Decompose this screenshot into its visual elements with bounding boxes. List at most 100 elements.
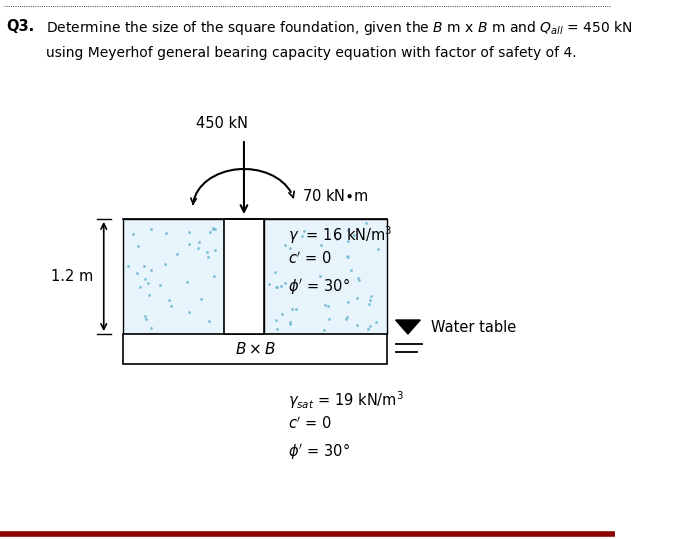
Point [263,279,274,288]
Point [366,292,377,301]
Point [184,240,195,248]
Point [132,242,144,251]
Point [128,230,139,238]
Point [269,267,280,276]
Point [204,228,216,237]
Point [139,311,150,320]
Point [332,234,343,243]
Point [340,315,351,324]
Point [349,231,360,239]
Point [351,321,363,330]
Text: $c'$ = 0: $c'$ = 0 [288,250,332,267]
Text: $\phi'$ = 30°: $\phi'$ = 30° [288,276,351,296]
Point [139,275,150,284]
Point [164,295,175,304]
Point [341,313,352,321]
Point [318,326,329,334]
Text: $\phi'$ = 30°: $\phi'$ = 30° [288,441,351,461]
FancyBboxPatch shape [123,219,224,334]
Point [145,323,156,332]
Point [372,245,384,254]
Bar [123,334,387,364]
Point [323,315,335,324]
Point [284,320,295,328]
Point [271,282,282,291]
Point [209,272,220,281]
Point [203,317,214,326]
Point [144,291,155,300]
Text: $c'$ = 0: $c'$ = 0 [288,415,332,432]
Point [146,225,157,233]
Point [194,238,205,247]
Point [139,261,150,270]
Point [195,294,206,303]
Point [209,246,220,255]
Point [276,309,288,318]
Point [342,226,353,234]
Text: using Meyerhof general bearing capacity equation with factor of safety of 4.: using Meyerhof general bearing capacity … [46,46,576,60]
Text: 70 kN$\bullet$m: 70 kN$\bullet$m [302,188,369,204]
Point [132,268,143,277]
Point [146,266,157,274]
Point [290,305,301,314]
Text: $\gamma$  = 16 kN/m$^3$: $\gamma$ = 16 kN/m$^3$ [288,224,393,246]
Point [342,237,354,246]
Point [364,296,375,305]
Point [315,272,326,280]
Point [193,244,204,253]
Point [298,227,309,236]
Point [172,250,183,258]
Point [207,224,218,233]
Point [270,316,281,324]
Point [354,275,365,284]
Text: Q3.: Q3. [6,19,34,34]
Point [362,325,373,334]
Point [370,318,382,327]
Text: Water table: Water table [430,320,516,335]
Point [122,261,133,270]
Point [209,225,220,233]
Point [182,278,193,286]
Text: 1.2 m: 1.2 m [51,269,93,284]
Point [345,265,356,274]
Point [142,279,153,288]
Polygon shape [395,320,420,334]
Point [272,324,283,333]
Point [280,279,291,288]
Point [286,305,297,313]
Text: $\gamma_{sat}$ = 19 kN/m$^3$: $\gamma_{sat}$ = 19 kN/m$^3$ [288,389,405,411]
Point [134,282,146,291]
Text: 450 kN: 450 kN [195,116,248,131]
Point [351,294,363,303]
Point [320,300,331,309]
Point [342,298,354,306]
Bar [224,219,264,334]
Point [315,241,326,250]
Point [160,229,172,237]
Point [363,300,374,308]
Point [154,281,165,289]
FancyBboxPatch shape [264,219,387,334]
Point [284,243,295,252]
Point [202,252,214,261]
Point [272,282,283,291]
Point [365,322,376,330]
Point [322,302,333,310]
Point [352,274,363,282]
Point [342,251,353,260]
Point [285,317,296,326]
Point [201,248,212,257]
Point [296,231,307,240]
Point [183,227,194,236]
Point [207,224,218,233]
Point [275,282,286,291]
Point [279,241,290,250]
Point [360,219,372,228]
Point [165,302,176,310]
Point [160,260,171,268]
Point [141,315,152,323]
Text: Determine the size of the square foundation, given the $B$ m x $B$ m and $Q_{all: Determine the size of the square foundat… [46,19,633,37]
Point [184,307,195,316]
Point [342,253,353,261]
Text: $B \times B$: $B \times B$ [234,341,275,357]
